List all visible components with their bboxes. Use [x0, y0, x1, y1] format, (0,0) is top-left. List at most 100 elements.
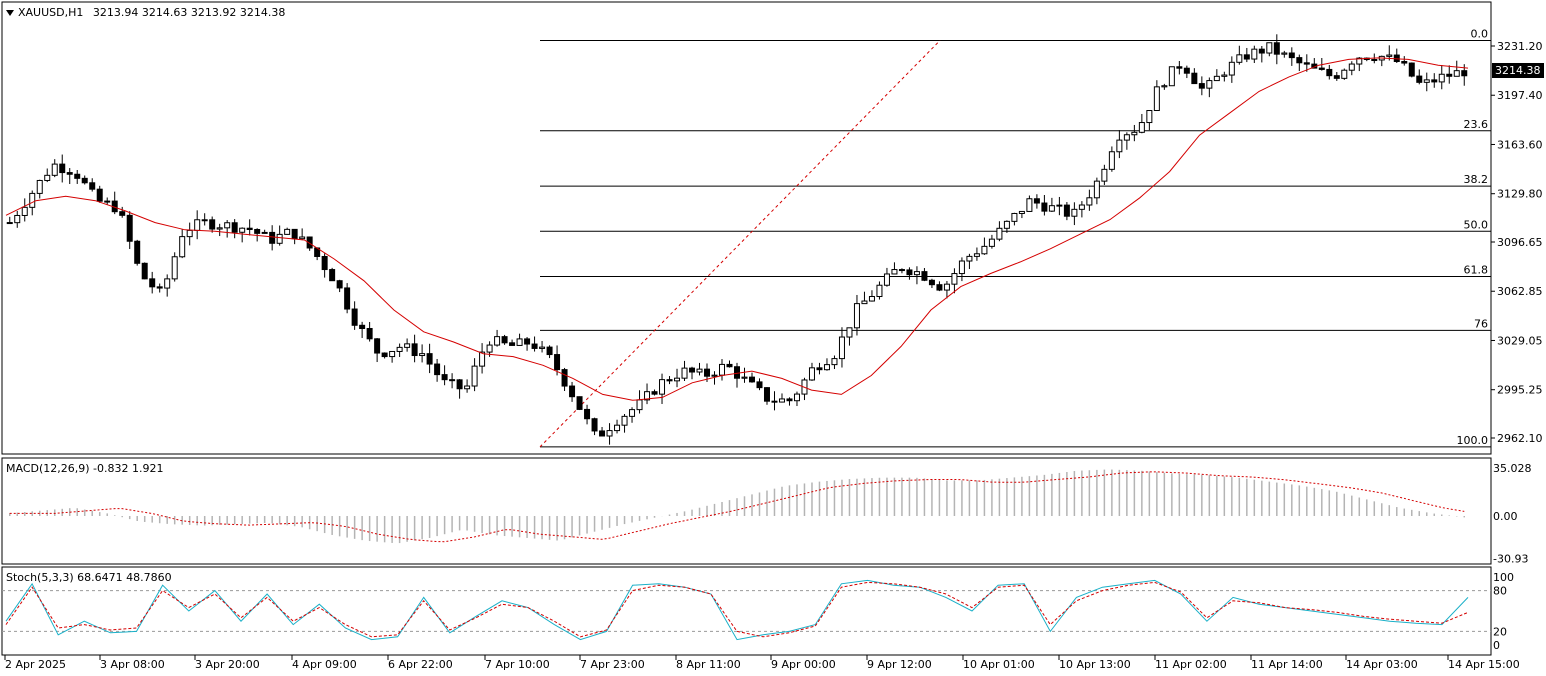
candle	[763, 387, 770, 405]
candle	[381, 352, 388, 359]
candle	[14, 210, 21, 228]
candle	[1438, 65, 1445, 90]
candle	[861, 291, 868, 305]
candle	[246, 219, 253, 236]
candle	[96, 185, 103, 203]
candle	[1228, 56, 1235, 83]
candle	[471, 358, 478, 392]
stoch-header: Stoch(5,3,3) 68.6471 48.7860	[6, 571, 172, 584]
candle	[1183, 65, 1190, 79]
candle	[554, 345, 561, 376]
candle	[913, 266, 920, 285]
candle	[891, 262, 898, 275]
fib-level-label: 76	[1474, 317, 1488, 330]
candle	[284, 227, 291, 235]
candle	[516, 333, 523, 346]
fib-level-label: 61.8	[1464, 263, 1489, 276]
candle	[1153, 80, 1160, 112]
candle	[494, 329, 501, 347]
candle	[1146, 110, 1153, 131]
candle	[1071, 202, 1078, 226]
candle	[1431, 73, 1438, 88]
fibonacci-retracement[interactable]: 0.0 23.6 38.2 50.0 61.8 76 100.0	[539, 27, 1491, 448]
candle	[1041, 195, 1048, 216]
candlestick-series	[6, 34, 1468, 445]
ohlc-values: 3213.94 3214.63 3213.92 3214.38	[92, 6, 286, 19]
candle	[981, 237, 988, 255]
candle	[1056, 196, 1063, 216]
candle	[1251, 45, 1258, 63]
candle	[44, 168, 51, 183]
candle	[1296, 54, 1303, 72]
candle	[1198, 76, 1205, 96]
candle	[793, 391, 800, 407]
candle	[966, 253, 973, 269]
candle	[1063, 202, 1070, 221]
candle	[89, 178, 96, 192]
candle	[126, 211, 133, 249]
candle	[36, 179, 43, 199]
candle	[171, 252, 178, 282]
candle	[104, 197, 111, 205]
candle	[1356, 57, 1363, 72]
candle	[1176, 60, 1183, 75]
time-tick-label: 14 Apr 03:00	[1346, 658, 1418, 671]
candle	[659, 373, 666, 404]
candle	[1281, 50, 1288, 58]
candle	[614, 419, 621, 434]
time-tick-label: 10 Apr 01:00	[963, 658, 1035, 671]
time-tick-label: 4 Apr 09:00	[292, 658, 357, 671]
price-tick-label: 3163.60	[1497, 138, 1543, 151]
candle	[66, 168, 73, 185]
price-tick-label: 3029.05	[1497, 334, 1543, 347]
candle	[1221, 71, 1228, 82]
time-tick-label: 10 Apr 13:00	[1059, 658, 1131, 671]
candle	[1093, 177, 1100, 205]
fib-level-label: 0.0	[1471, 27, 1489, 40]
candle	[1288, 47, 1295, 66]
symbol-header[interactable]: XAUUSD,H1 3213.94 3214.63 3213.92 3214.3…	[6, 6, 285, 19]
candle	[1033, 194, 1040, 209]
fib-level-label: 23.6	[1464, 118, 1489, 131]
time-tick-label: 3 Apr 20:00	[195, 658, 260, 671]
candle	[1191, 68, 1198, 85]
candle	[689, 366, 696, 380]
time-tick-label: 9 Apr 12:00	[867, 658, 932, 671]
stoch-scale-label: 100	[1493, 571, 1514, 584]
candle	[1086, 189, 1093, 211]
stoch-scale-label: 0	[1493, 639, 1500, 652]
candle	[411, 334, 418, 363]
candle	[823, 358, 830, 371]
axes: 3231.20 3197.40 3163.60 3129.80 3096.65 3062.…	[4, 40, 1543, 671]
candle	[674, 368, 681, 388]
candle	[344, 283, 351, 314]
candle	[336, 279, 343, 293]
candle	[831, 355, 838, 370]
candle	[599, 426, 606, 437]
candle	[846, 327, 853, 346]
candle	[1348, 61, 1355, 76]
dropdown-triangle-icon[interactable]	[6, 10, 14, 16]
candle	[868, 290, 875, 302]
candle	[201, 213, 208, 226]
candle	[1131, 124, 1138, 142]
macd-header: MACD(12,26,9) -0.832 1.921	[6, 462, 164, 475]
time-tick-label: 11 Apr 02:00	[1155, 658, 1227, 671]
candle	[1273, 34, 1280, 65]
candle	[404, 338, 411, 352]
time-tick-label: 6 Apr 22:00	[388, 658, 453, 671]
candle	[1116, 130, 1123, 159]
fib-level-label: 38.2	[1464, 173, 1489, 186]
candle	[1003, 220, 1010, 233]
candle	[261, 229, 268, 234]
candle	[1243, 47, 1250, 63]
candle	[464, 379, 471, 393]
candle	[681, 360, 688, 381]
candle	[1018, 210, 1025, 219]
candle	[329, 267, 336, 282]
candle	[321, 253, 328, 278]
candle	[1078, 201, 1085, 218]
candle	[374, 338, 381, 363]
